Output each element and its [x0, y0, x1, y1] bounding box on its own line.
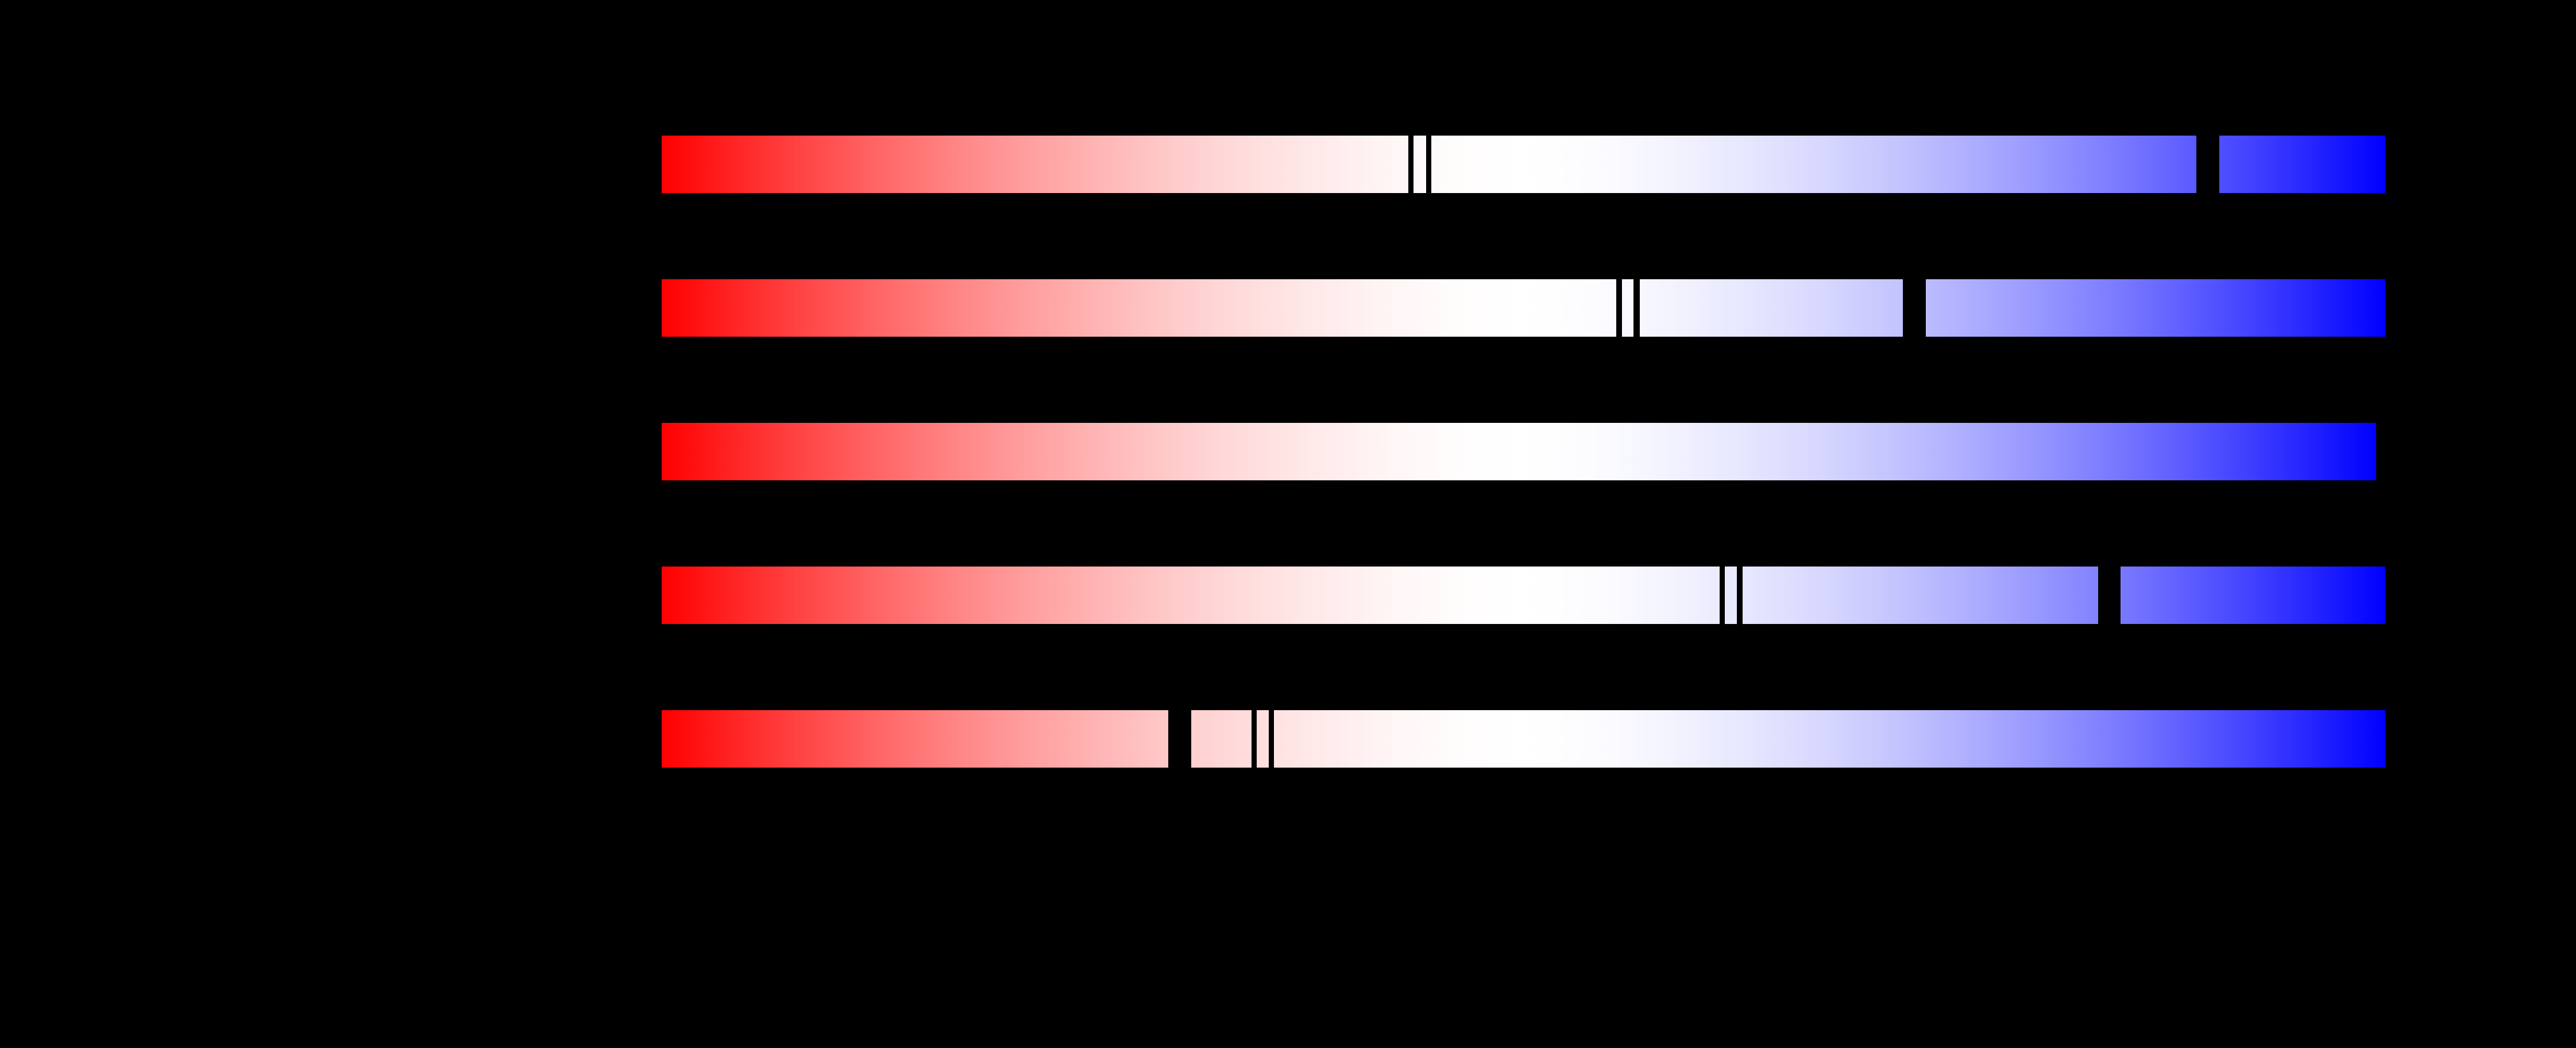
marker-gap — [1903, 279, 1926, 337]
marker-tick — [1426, 136, 1431, 193]
marker-gap — [1168, 710, 1191, 768]
marker-tick — [1408, 136, 1413, 193]
marker-gap — [2196, 136, 2219, 193]
gradient-bar-1 — [662, 136, 2385, 193]
marker-tick — [1616, 279, 1622, 337]
gradient-bar-3 — [662, 423, 2376, 480]
marker-gap — [2098, 567, 2121, 624]
marker-tick — [1252, 710, 1257, 768]
marker-tick — [1633, 279, 1640, 337]
gradient-bar-4 — [662, 567, 2385, 624]
marker-tick — [1720, 567, 1725, 624]
marker-tick — [1737, 567, 1743, 624]
marker-tick — [1269, 710, 1274, 768]
gradient-bar-2 — [662, 279, 2385, 337]
gradient-bar-5 — [662, 710, 2385, 768]
